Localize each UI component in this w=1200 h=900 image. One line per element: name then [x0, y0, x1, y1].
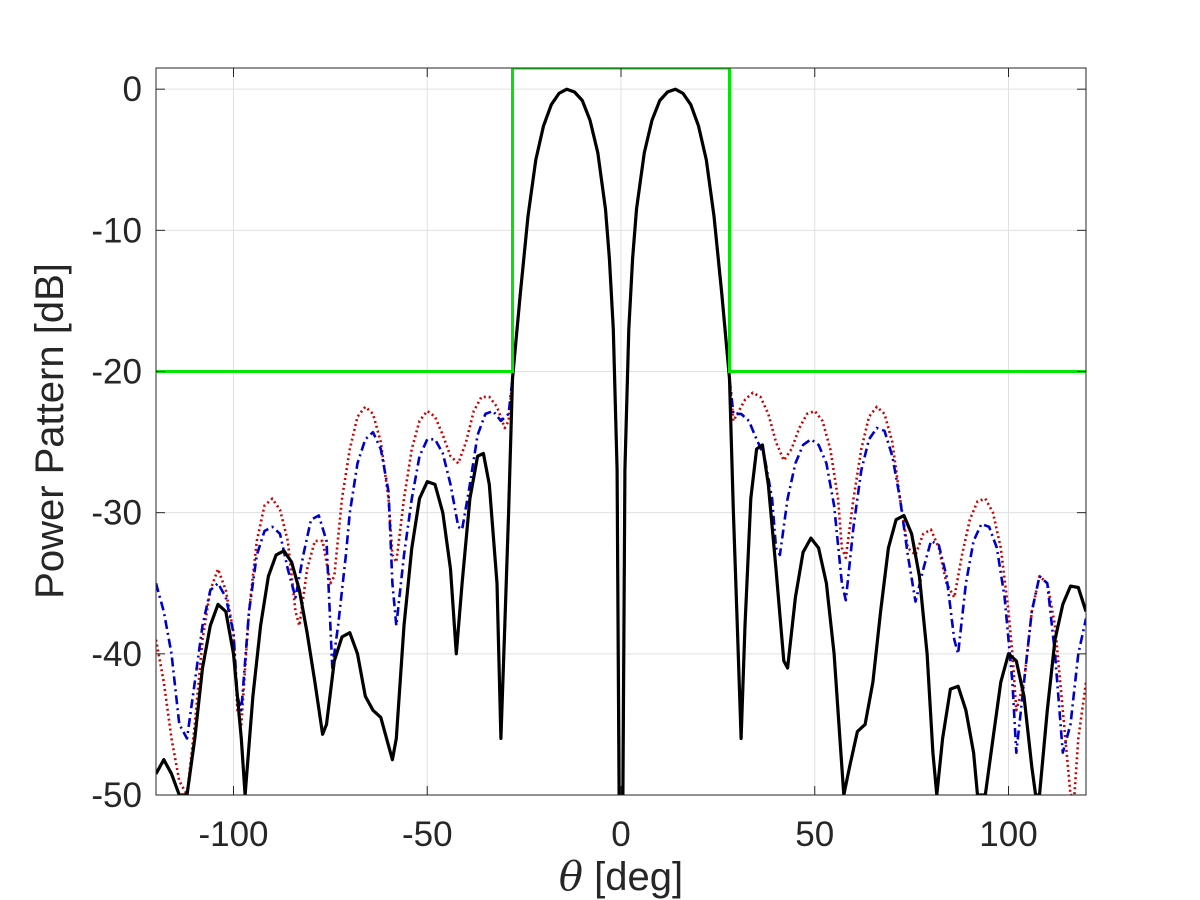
- y-tick-label: -30: [91, 494, 142, 533]
- series-line-3: [156, 87, 1086, 795]
- ticks: -100 -50 0 50 100-50-40-30-20-100: [91, 68, 1086, 854]
- x-axis-label-symbol: θ: [559, 854, 583, 900]
- x-axis-label: θ [deg]: [559, 854, 683, 900]
- series-layer: [156, 87, 1086, 795]
- x-tick-label: 50: [795, 815, 834, 854]
- x-axis-label-text: [deg]: [583, 855, 683, 899]
- mask-line: [156, 68, 1086, 373]
- x-tick-label: -100: [198, 815, 268, 854]
- y-axis-label: Power Pattern [dB]: [28, 263, 72, 599]
- series-line-1: [156, 87, 1086, 795]
- y-tick-label: -50: [91, 776, 142, 815]
- x-tick-label: 100: [979, 815, 1037, 854]
- y-tick-label: -10: [91, 211, 142, 250]
- y-tick-label: 0: [123, 70, 142, 109]
- y-tick-label: -40: [91, 635, 142, 674]
- x-tick-label: -50: [402, 815, 453, 854]
- y-tick-label: -20: [91, 353, 142, 392]
- series-line-2: [156, 87, 1086, 795]
- mask-layer: [156, 68, 1086, 373]
- x-tick-label: 0: [611, 815, 630, 854]
